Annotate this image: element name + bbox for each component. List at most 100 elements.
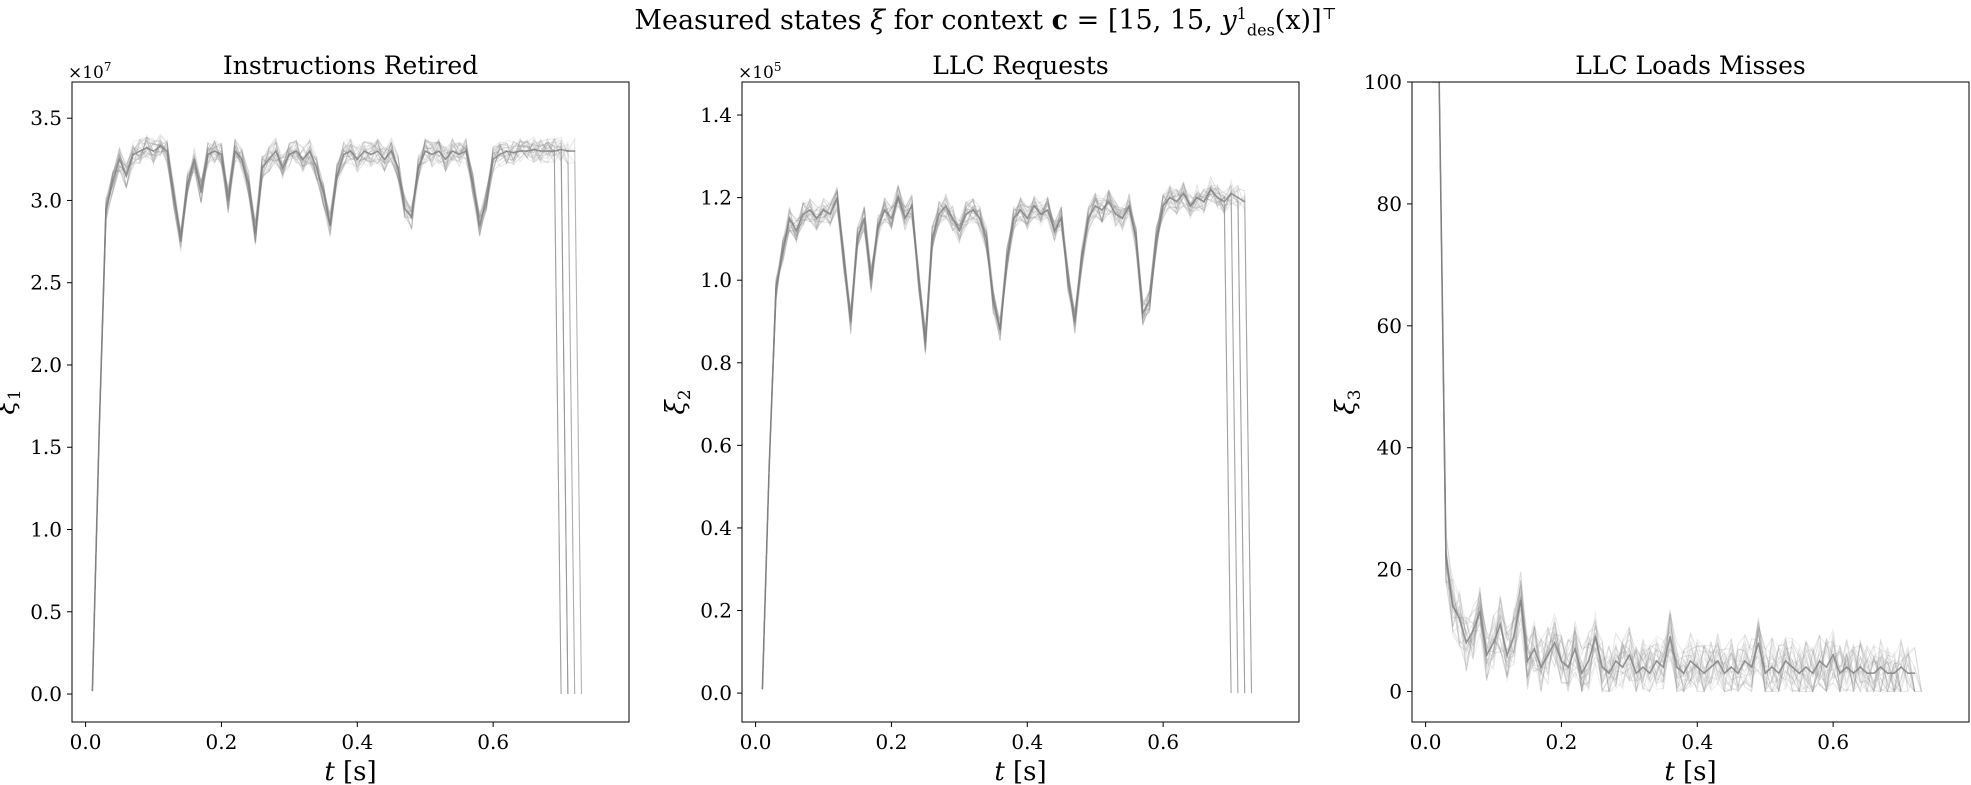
trace-line bbox=[1432, 82, 1902, 693]
y-tick-label: 0.0 bbox=[30, 682, 62, 706]
trace-line bbox=[91, 133, 576, 695]
y-tick-label: 0.2 bbox=[700, 599, 732, 623]
data-point bbox=[1182, 192, 1185, 195]
x-tick-label: 0.2 bbox=[1546, 730, 1578, 754]
suptitle-prefix: Measured states bbox=[634, 5, 871, 36]
data-point bbox=[1445, 556, 1447, 559]
trace-line bbox=[761, 185, 1239, 694]
data-point bbox=[1757, 642, 1760, 644]
y-axis-label: ξ2 bbox=[661, 389, 695, 414]
trace-line bbox=[1432, 82, 1902, 692]
trace-line bbox=[761, 189, 1239, 694]
suptitle-transpose: ⊤ bbox=[1321, 4, 1337, 23]
series-line bbox=[91, 145, 575, 691]
y-tick-label: 0.8 bbox=[700, 351, 732, 375]
data-point bbox=[152, 150, 155, 152]
y-tick-label: 100 bbox=[1364, 70, 1402, 94]
data-point bbox=[1485, 654, 1488, 656]
data-point bbox=[985, 238, 988, 240]
x-tick-label: 0.6 bbox=[1817, 730, 1849, 754]
data-point bbox=[247, 183, 250, 185]
data-point bbox=[999, 328, 1001, 331]
data-point bbox=[782, 250, 784, 253]
data-point bbox=[1074, 320, 1076, 323]
data-point bbox=[356, 158, 359, 161]
trace-line bbox=[1432, 82, 1902, 694]
trace-line bbox=[761, 185, 1246, 694]
trace-line bbox=[91, 136, 582, 695]
trace-line bbox=[91, 136, 582, 695]
trace-line bbox=[1432, 82, 1916, 693]
data-point bbox=[132, 153, 134, 156]
data-point bbox=[829, 213, 832, 215]
data-point bbox=[397, 166, 399, 169]
data-point bbox=[1203, 200, 1205, 203]
trace-line bbox=[91, 138, 569, 695]
data-point bbox=[98, 430, 100, 432]
data-point bbox=[322, 191, 325, 193]
data-point bbox=[1703, 672, 1705, 674]
data-point bbox=[492, 158, 494, 161]
data-point bbox=[1784, 660, 1787, 662]
trace-line bbox=[1432, 82, 1909, 693]
data-point bbox=[870, 279, 872, 282]
trace-line bbox=[91, 136, 582, 695]
data-point bbox=[173, 196, 175, 198]
x-label-unit: [s] bbox=[335, 757, 377, 785]
data-point bbox=[822, 209, 825, 211]
data-point bbox=[1006, 258, 1008, 261]
data-point bbox=[938, 213, 940, 215]
data-point bbox=[802, 213, 804, 215]
data-point bbox=[917, 279, 920, 282]
chart-title: LLC Loads Misses bbox=[1575, 51, 1806, 80]
trace-line bbox=[761, 185, 1246, 694]
data-point bbox=[1162, 205, 1164, 207]
data-point bbox=[505, 150, 508, 152]
y-tick-label: 0.0 bbox=[700, 681, 732, 705]
data-point bbox=[1764, 672, 1766, 674]
x-tick-label: 0.4 bbox=[1011, 730, 1043, 754]
trace-line bbox=[761, 189, 1232, 694]
data-point bbox=[768, 465, 770, 467]
data-point bbox=[1852, 672, 1855, 674]
data-point bbox=[1060, 217, 1063, 220]
data-point bbox=[965, 213, 967, 215]
y-tick-label: 1.0 bbox=[30, 518, 62, 542]
data-point bbox=[315, 166, 318, 169]
data-point bbox=[1513, 635, 1515, 638]
trace-line bbox=[91, 136, 576, 695]
data-point bbox=[451, 150, 454, 152]
suptitle-close: ] bbox=[1311, 5, 1322, 36]
data-point bbox=[472, 183, 474, 185]
y-label-subscript: 1 bbox=[5, 389, 25, 400]
data-point bbox=[924, 341, 927, 343]
chart-panel-3: 0.0 0.2 0.4 0.6 0 20 40 60 80 100 LLC Loads Misses… bbox=[1331, 51, 1970, 785]
series-line bbox=[761, 187, 1246, 690]
y-tick-label: 0.5 bbox=[30, 600, 62, 624]
data-point bbox=[1499, 623, 1502, 626]
trace-line bbox=[1432, 82, 1902, 693]
data-point bbox=[1832, 654, 1834, 656]
data-point bbox=[145, 147, 148, 149]
data-point bbox=[1046, 209, 1049, 211]
data-point bbox=[1635, 672, 1637, 674]
y-label-subscript: 3 bbox=[1345, 389, 1365, 400]
data-point bbox=[1818, 660, 1821, 662]
data-point bbox=[1533, 648, 1536, 650]
y-tick-label: 3.0 bbox=[30, 188, 62, 212]
data-point bbox=[139, 150, 141, 152]
data-point bbox=[336, 175, 338, 177]
data-point bbox=[1669, 635, 1671, 638]
data-point bbox=[1108, 200, 1110, 203]
y-tick-label: 1.4 bbox=[700, 103, 732, 127]
x-label-var: t bbox=[324, 757, 335, 785]
y-tick-label: 1.5 bbox=[30, 435, 62, 459]
data-point bbox=[227, 199, 229, 202]
trace-ensemble bbox=[1432, 82, 1922, 694]
data-point bbox=[1142, 312, 1144, 315]
data-point bbox=[1237, 196, 1239, 199]
data-point bbox=[390, 150, 393, 152]
data-point bbox=[1845, 666, 1848, 668]
data-point bbox=[1196, 196, 1198, 199]
data-point bbox=[383, 158, 386, 161]
